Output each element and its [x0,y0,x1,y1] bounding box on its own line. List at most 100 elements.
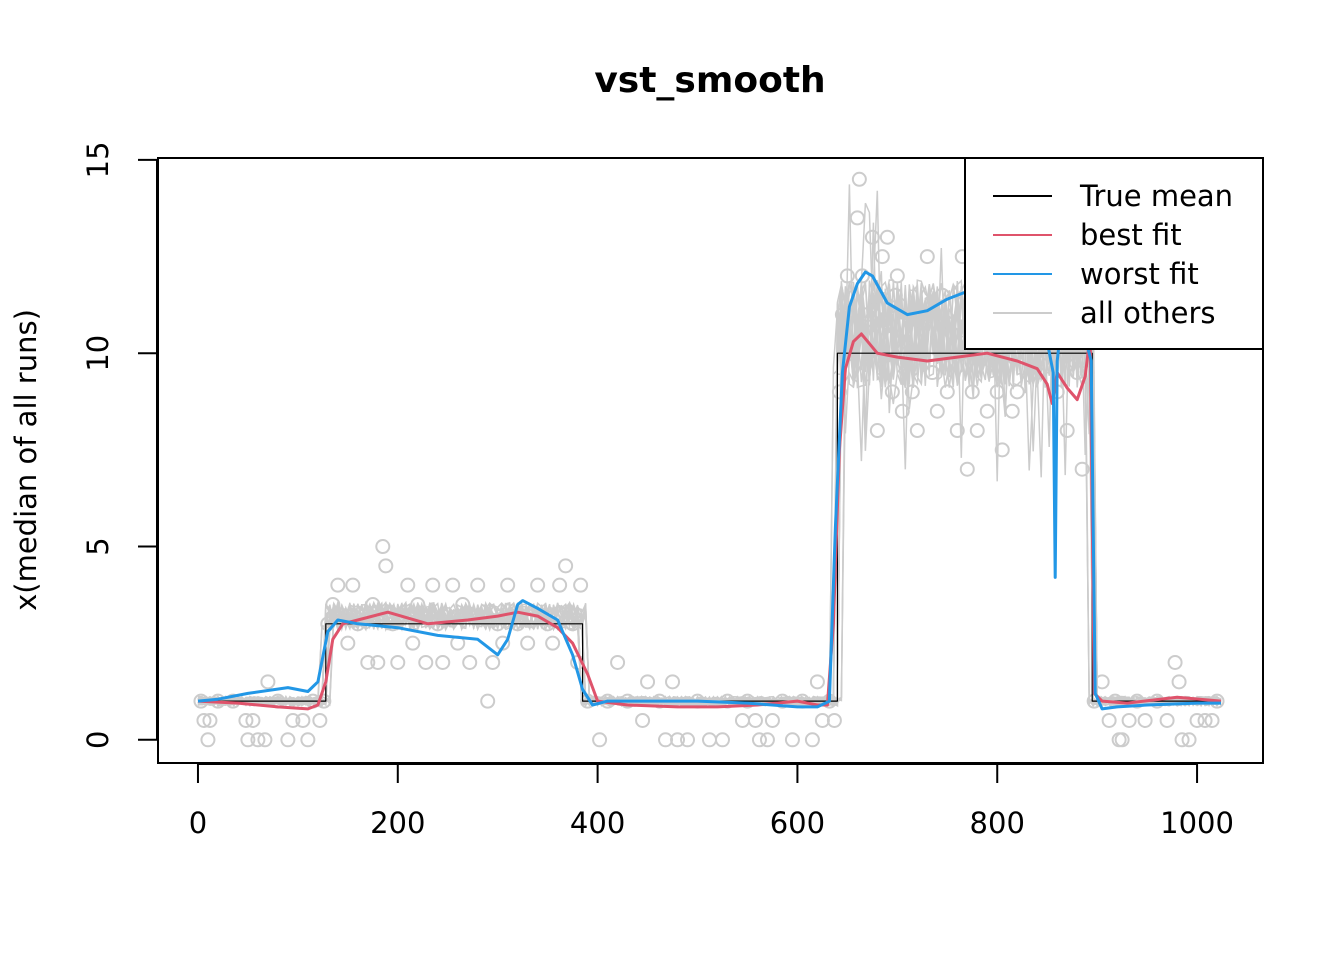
data-point [365,597,381,613]
data-point [340,635,356,651]
data-point [480,693,496,709]
data-point [200,732,216,748]
data-point [939,384,955,400]
data-point [969,423,985,439]
data-point [839,268,855,284]
series-line-best-fit [197,332,1222,711]
data-point [370,654,386,670]
data-point [1174,732,1190,748]
y-tick-label: 10 [81,335,115,372]
legend-label: True mean [1079,179,1233,213]
data-point [1111,732,1127,748]
data-point [1159,712,1175,728]
data-point [1074,461,1090,477]
data-point [665,674,681,690]
data-point [874,249,890,265]
data-point [894,403,910,419]
data-point [979,403,995,419]
data-point [879,229,895,245]
data-point [714,732,730,748]
x-tick-label: 1000 [1160,806,1234,840]
data-point [658,732,674,748]
data-point [869,423,885,439]
legend-label: worst fit [1080,257,1199,291]
y-axis-label: x(median of all runs) [9,309,43,611]
data-point [849,210,865,226]
data-point [1114,732,1130,748]
plot-frame [157,157,1264,764]
x-tick-label: 600 [770,806,825,840]
data-point [610,654,626,670]
legend-label: best fit [1080,218,1182,252]
data-point [295,712,311,728]
legend-box [964,157,1264,350]
data-point [809,674,825,690]
data-point [257,732,273,748]
data-point [330,577,346,593]
data-point [1059,423,1075,439]
data-point [747,712,763,728]
data-point [1167,654,1183,670]
x-tick-label: 200 [370,806,425,840]
data-point [764,712,780,728]
data-point [949,423,965,439]
data-point [196,712,212,728]
data-point [1171,674,1187,690]
axes: 0 200 400 600 800 1000 0 5 10 15 [81,141,1234,840]
data-point [250,732,266,748]
data-point [964,384,980,400]
data-point [884,384,900,400]
data-point [400,577,416,593]
x-tick-label: 400 [570,806,625,840]
data-point [904,384,920,400]
data-point [1181,732,1197,748]
data-point [804,732,820,748]
x-tick-label: 800 [970,806,1025,840]
legend: True mean best fit worst fit all others [964,157,1264,350]
data-point [245,712,261,728]
data-point [680,732,696,748]
data-point [485,654,501,670]
data-point [425,577,441,593]
data-point [418,654,434,670]
data-point [1189,712,1205,728]
data-point [854,268,870,284]
data-point [1101,712,1117,728]
data-point [994,442,1010,458]
data-point [914,307,930,323]
data-point [285,712,301,728]
data-point [859,307,875,323]
data-point [751,732,767,748]
data-point [345,577,361,593]
data-point [784,732,800,748]
data-point [944,326,960,342]
data-point [592,732,608,748]
data-point [887,287,903,303]
data-point [500,577,516,593]
data-point [325,597,341,613]
data-point [1137,712,1153,728]
data-point [814,712,830,728]
data-point [202,712,218,728]
data-point [573,577,589,593]
data-point [831,384,847,400]
data-point [470,577,486,593]
data-point [864,229,880,245]
data-point [410,597,426,613]
data-point [300,732,316,748]
data-point [552,577,568,593]
data-point [909,423,925,439]
data-point [360,654,376,670]
legend-label: all others [1080,296,1215,330]
data-point [1121,712,1137,728]
data-point [734,712,750,728]
data-point [959,461,975,477]
chart-title: vst_smooth [594,60,825,101]
data-point [405,635,421,651]
data-point [635,712,651,728]
data-point [390,654,406,670]
data-point [530,577,546,593]
data-point [280,732,296,748]
data-point [640,674,656,690]
